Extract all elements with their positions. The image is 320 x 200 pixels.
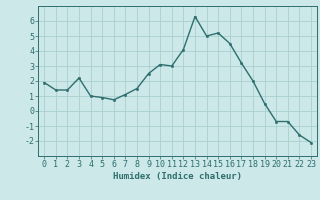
X-axis label: Humidex (Indice chaleur): Humidex (Indice chaleur) (113, 172, 242, 181)
